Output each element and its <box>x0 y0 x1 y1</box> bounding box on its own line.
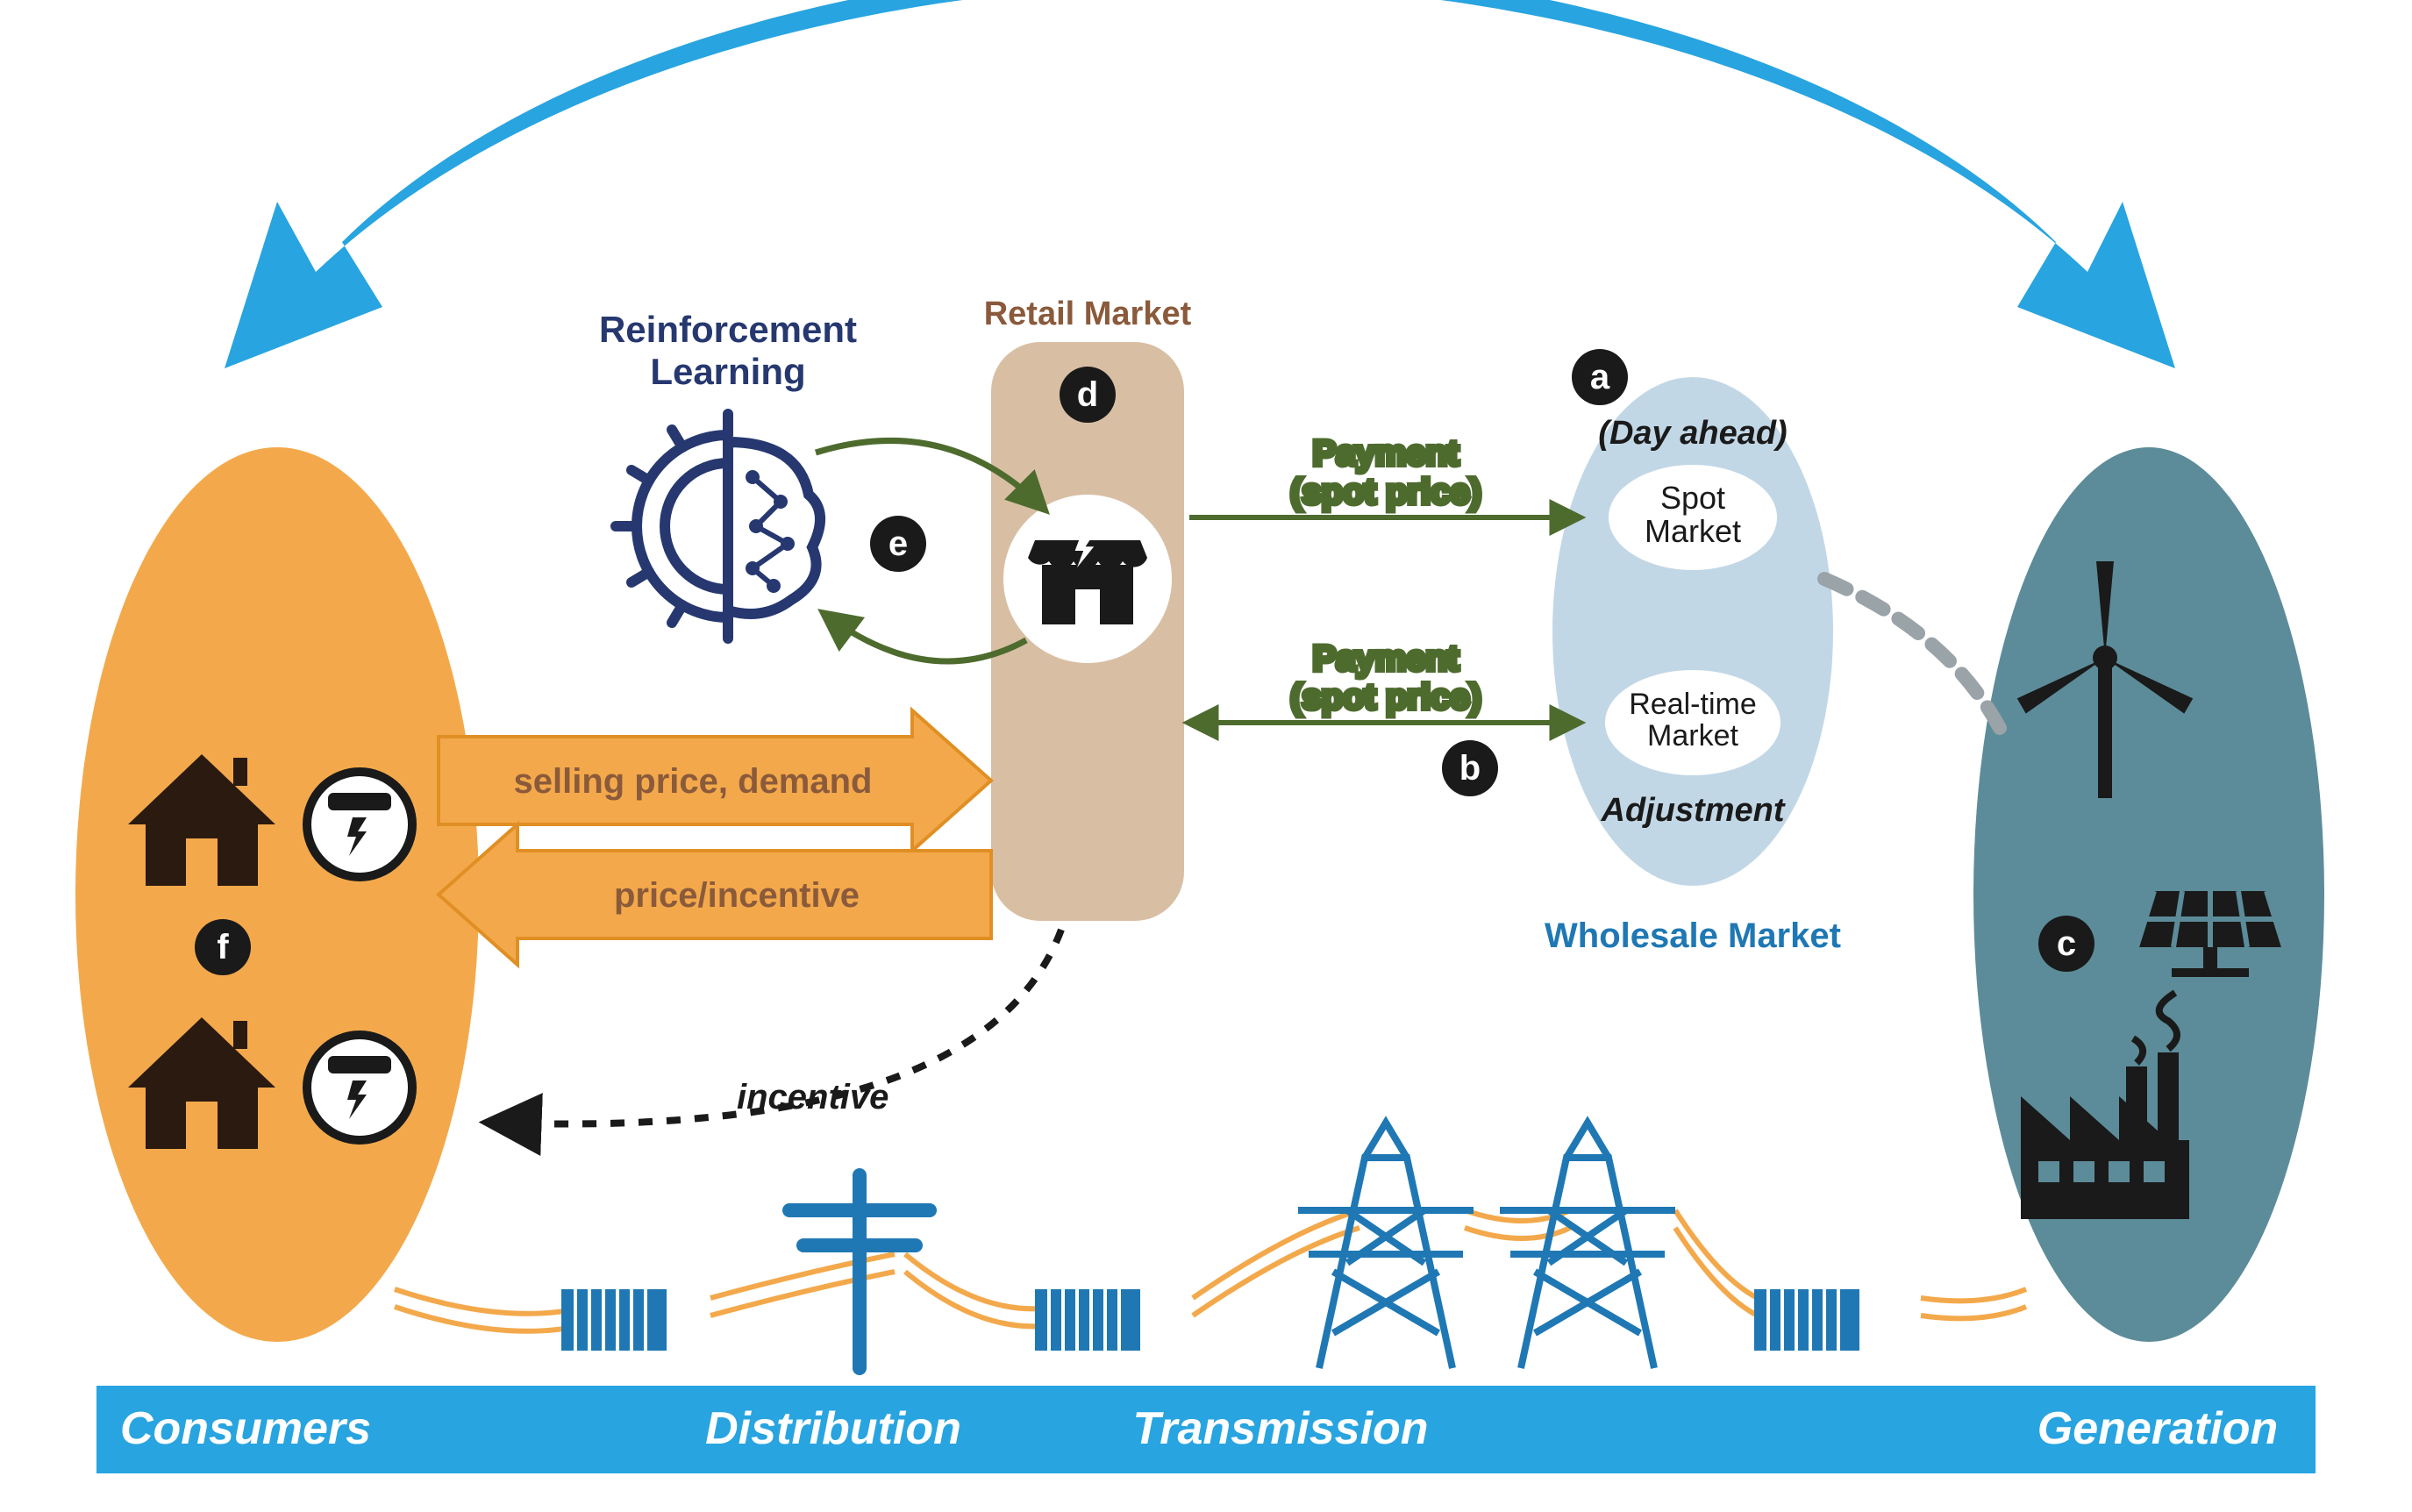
svg-text:a: a <box>1590 358 1610 396</box>
badge-a: a <box>1572 349 1628 405</box>
consumers-ellipse <box>75 447 479 1342</box>
wholesale-spot1: Spot <box>1660 480 1725 516</box>
bottom-label-generation: Generation <box>2037 1403 2279 1454</box>
rl-title1: Reinforcement <box>599 309 857 350</box>
badge-f: f <box>195 919 251 975</box>
wholesale-spot2: Market <box>1645 513 1741 549</box>
smart-meter-icon <box>307 1035 412 1140</box>
payment1b: (spot price) <box>1290 473 1481 511</box>
bottom-label-distribution: Distribution <box>705 1403 961 1454</box>
store-icon <box>1028 534 1147 624</box>
svg-text:c: c <box>2057 924 2076 963</box>
svg-text:b: b <box>1459 749 1481 788</box>
diagram-canvas: Power / Information Consumers Distributi… <box>0 0 2412 1512</box>
bottom-label-consumers: Consumers <box>120 1403 371 1454</box>
wholesale-dayahead: (Day ahead) <box>1598 415 1787 452</box>
svg-text:f: f <box>217 928 229 966</box>
transformer-icon <box>1035 1289 1140 1351</box>
svg-text:e: e <box>888 524 908 563</box>
selling-label: selling price, demand <box>513 762 872 801</box>
transformer-icon <box>561 1289 667 1351</box>
bottom-label-transmission: Transmission <box>1132 1403 1428 1454</box>
wholesale-rt1: Real-time <box>1629 688 1756 721</box>
transformer-icon <box>1754 1289 1859 1351</box>
smart-meter-icon <box>307 772 412 877</box>
badge-b: b <box>1442 740 1498 796</box>
incentive-label: incentive <box>737 1078 888 1116</box>
rl-title2: Learning <box>650 351 805 392</box>
svg-text:d: d <box>1077 375 1098 414</box>
wholesale-title: Wholesale Market <box>1545 916 1841 955</box>
badge-d: d <box>1060 367 1116 423</box>
priceincentive-label: price/incentive <box>614 876 860 915</box>
wholesale-adjustment: Adjustment <box>1601 792 1786 829</box>
retail-title: Retail Market <box>984 296 1192 332</box>
bottom-bar: Consumers Distribution Transmission Gene… <box>96 1386 2316 1473</box>
badge-c: c <box>2038 916 2094 972</box>
wholesale-rt2: Market <box>1647 719 1738 752</box>
badge-e: e <box>870 516 926 572</box>
payment2a: Payment <box>1313 639 1459 678</box>
payment1a: Payment <box>1313 434 1459 473</box>
payment2b: (spot price) <box>1290 678 1481 717</box>
